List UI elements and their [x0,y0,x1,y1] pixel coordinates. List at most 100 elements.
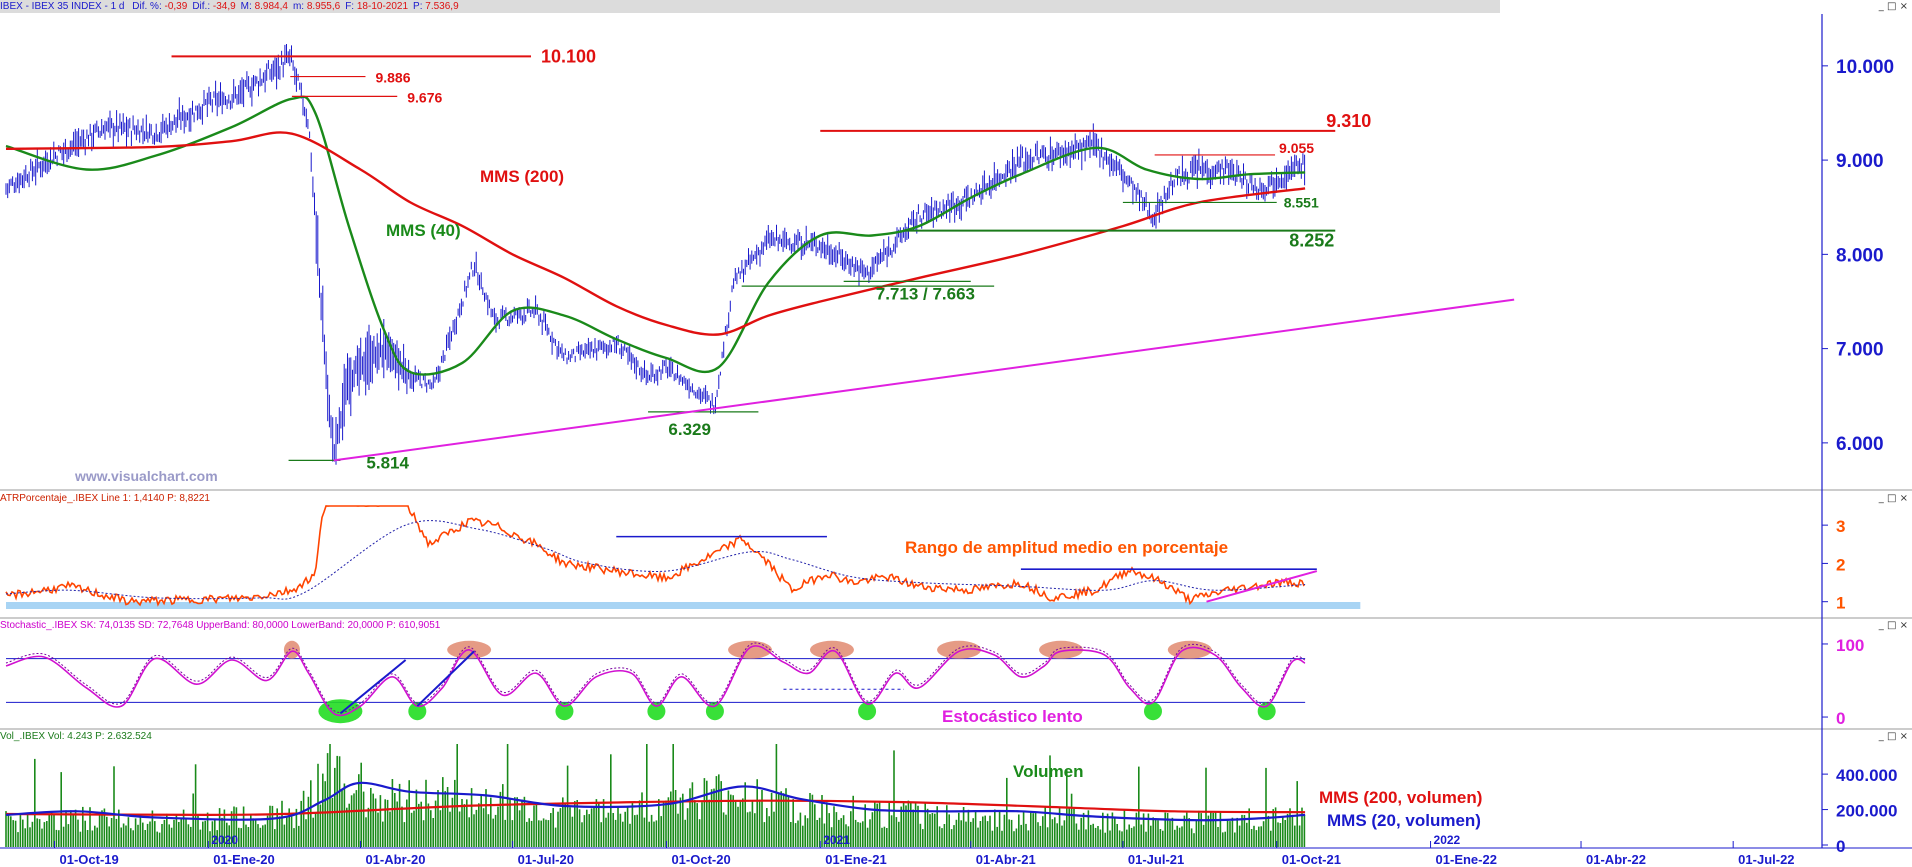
oversold-zone-marker [555,702,574,721]
x-tick-label: 01-Abr-22 [1586,852,1646,867]
atr-window-controls[interactable]: _ □ × [1879,493,1908,505]
atr-line [5,505,1305,607]
atr-average-line [5,520,1306,600]
minimize-icon[interactable]: _ [1878,731,1884,742]
header-readout-label: F: [345,1,357,12]
atr-y-tick-label: 2 [1836,555,1845,574]
mms-40-line [5,95,1306,376]
close-icon[interactable]: × [1899,620,1908,631]
volume-mms-200-line [5,799,1306,817]
minimize-icon[interactable]: _ [1878,1,1884,12]
header-readout-label: P: [413,1,426,12]
x-tick-label: 01-Ene-22 [1436,852,1497,867]
stochastic-divergence-line [416,650,475,707]
oversold-zone-marker [1257,702,1276,721]
x-tick-label: 01-Jul-22 [1738,852,1794,867]
oversold-zone-marker [858,702,877,721]
oversold-zone-marker [647,702,666,721]
mms-200-label: MMS (200) [480,167,564,186]
x-tick-label: 01-Ene-21 [825,852,886,867]
volume-pane-header: Vol_.IBEX Vol: 4.243 P: 2.632.524 [0,730,1500,743]
x-year-label: 2022 [1434,833,1461,847]
price-pane-title: IBEX - IBEX 35 INDEX - 1 d [0,1,125,12]
level-label: 10.100 [541,46,596,66]
header-readout-value: 7.536,9 [425,1,459,12]
maximize-icon[interactable]: □ [1886,731,1897,742]
x-tick-label: 01-Ene-20 [213,852,274,867]
header-readout-value: 18-10-2021 [356,1,409,12]
header-readout-value: -0,39 [164,1,188,12]
x-tick-label: 01-Oct-19 [59,852,118,867]
x-tick-label: 01-Abr-20 [365,852,425,867]
price-bars-group [5,44,1306,465]
header-readout-value: 8.984,4 [254,1,288,12]
x-tick-label: 01-Jul-20 [518,852,574,867]
level-label: 8.252 [1289,231,1334,251]
price-y-tick-label: 9.000 [1836,151,1884,172]
maximize-icon[interactable]: □ [1886,1,1897,12]
level-label: 8.551 [1284,194,1319,210]
overbought-zone-marker [809,640,854,659]
volume-mms-200-label: MMS (200, volumen) [1319,788,1482,807]
close-icon[interactable]: × [1899,493,1908,504]
price-window-controls[interactable]: _ □ × [1879,1,1908,13]
close-icon[interactable]: × [1899,1,1908,12]
watermark: www.visualchart.com [74,468,218,484]
volume-y-tick-label: 0 [1836,837,1845,856]
price-pane-header: IBEX - IBEX 35 INDEX - 1 d Dif. %: -0,39… [0,0,1500,13]
volume-window-controls[interactable]: _ □ × [1879,731,1908,743]
price-y-tick-label: 6.000 [1836,434,1884,455]
header-readout-value: 8.955,6 [306,1,341,12]
x-tick-label: 01-Abr-21 [976,852,1036,867]
volume-bars-group [5,744,1306,847]
x-year-label: 2021 [823,833,850,847]
price-y-tick-label: 7.000 [1836,340,1884,361]
header-readout-value: -34,9 [212,1,236,12]
header-readout-label: M: [240,1,255,12]
volume-y-tick-label: 400.000 [1836,766,1897,785]
stochastic-y-tick-label: 100 [1836,636,1864,655]
stochastic-y-tick-label: 0 [1836,709,1845,728]
support-trendline [333,298,1515,462]
overbought-zone-marker [937,640,982,659]
level-label: 9.310 [1326,111,1371,131]
level-label: 5.814 [366,453,409,472]
x-tick-label: 01-Oct-20 [671,852,730,867]
x-tick-label: 01-Oct-21 [1282,852,1341,867]
level-label: 6.329 [668,420,711,439]
header-readout-label: Dif.: [192,1,213,12]
maximize-icon[interactable]: □ [1886,620,1897,631]
x-tick-label: 01-Jul-21 [1128,852,1184,867]
level-label: 7.713 / 7.663 [876,284,975,303]
volume-y-tick-label: 200.000 [1836,802,1897,821]
stochastic-annotation: Estocástico lento [942,707,1083,726]
atr-annotation: Rango de amplitud medio en porcentaje [905,538,1228,557]
minimize-icon[interactable]: _ [1878,620,1884,631]
price-y-tick-label: 10.000 [1836,57,1894,78]
close-icon[interactable]: × [1899,731,1908,742]
stochastic-sk-line [5,645,1306,717]
price-y-tick-label: 8.000 [1836,245,1884,266]
atr-y-tick-label: 1 [1836,594,1845,613]
overbought-zone-marker [1039,640,1084,659]
price-pane-readouts: Dif. %: -0,39 Dif.: -34,9 M: 8.984,4 m: 8.9… [127,1,458,12]
mms-200-line [5,131,1306,336]
stochastic-sd-line [5,642,1306,713]
x-year-label: 2020 [211,833,238,847]
stochastic-window-controls[interactable]: _ □ × [1879,620,1908,632]
stochastic-pane-header: Stochastic_.IBEX SK: 74,0135 SD: 72,7648… [0,619,1500,632]
level-label: 9.055 [1279,140,1314,156]
stochastic-divergence-line [339,659,407,715]
volume-mms-20-line [5,781,1306,822]
header-readout-label: Dif. %: [132,1,165,12]
header-readout-label: m: [292,1,307,12]
volume-mms-20-label: MMS (20, volumen) [1327,811,1481,830]
minimize-icon[interactable]: _ [1878,493,1884,504]
level-label: 9.886 [375,70,410,86]
volume-annotation: Volumen [1013,762,1084,781]
maximize-icon[interactable]: □ [1886,493,1897,504]
level-label: 9.676 [407,89,442,105]
atr-y-tick-label: 3 [1836,517,1845,536]
oversold-zone-marker [1143,702,1162,721]
